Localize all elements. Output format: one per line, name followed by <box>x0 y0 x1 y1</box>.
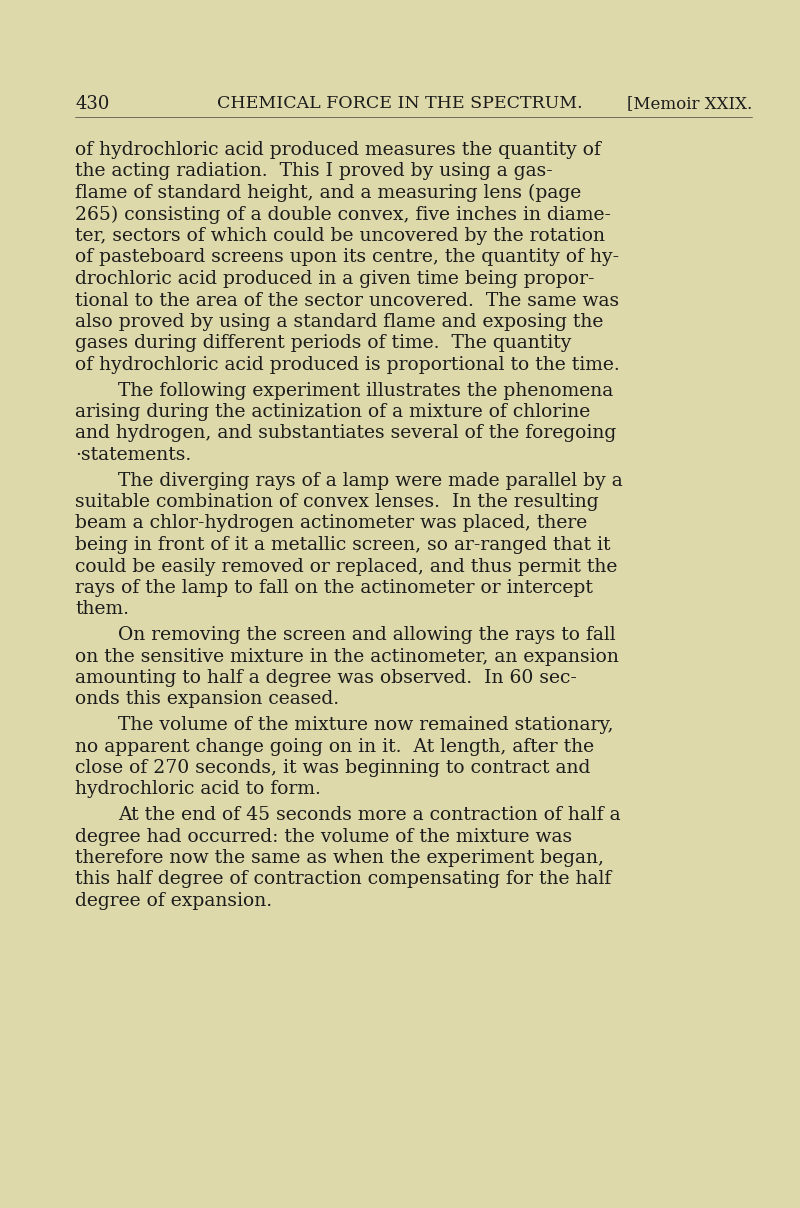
Text: The following experiment illustrates the phenomena: The following experiment illustrates the… <box>118 382 614 400</box>
Text: amounting to half a degree was observed.  In 60 sec-: amounting to half a degree was observed.… <box>75 669 577 687</box>
Text: drochloric acid produced in a given time being propor-: drochloric acid produced in a given time… <box>75 271 594 288</box>
Text: therefore now the same as when the experiment began,: therefore now the same as when the exper… <box>75 849 604 867</box>
Text: no apparent change going on in it.  At length, after the: no apparent change going on in it. At le… <box>75 738 594 755</box>
Text: could be easily removed or replaced, and thus permit the: could be easily removed or replaced, and… <box>75 558 618 575</box>
Text: and hydrogen, and substantiates several of the foregoing: and hydrogen, and substantiates several … <box>75 424 616 442</box>
Text: close of 270 seconds, it was beginning to contract and: close of 270 seconds, it was beginning t… <box>75 759 590 777</box>
Text: The diverging rays of a lamp were made parallel by a: The diverging rays of a lamp were made p… <box>118 471 622 489</box>
Text: of hydrochloric acid produced measures the quantity of: of hydrochloric acid produced measures t… <box>75 141 601 159</box>
Text: gases during different periods of time.  The quantity: gases during different periods of time. … <box>75 335 571 353</box>
Text: this half degree of contraction compensating for the half: this half degree of contraction compensa… <box>75 871 611 889</box>
Text: rays of the lamp to fall on the actinometer or intercept: rays of the lamp to fall on the actinome… <box>75 579 593 597</box>
Text: the acting radiation.  This I proved by using a gas-: the acting radiation. This I proved by u… <box>75 163 553 180</box>
Text: ·statements.: ·statements. <box>75 446 191 464</box>
Text: arising during the actinization of a mixture of chlorine: arising during the actinization of a mix… <box>75 403 590 422</box>
Text: On removing the screen and allowing the rays to fall: On removing the screen and allowing the … <box>118 626 616 644</box>
Text: flame of standard height, and a measuring lens (page: flame of standard height, and a measurin… <box>75 184 582 202</box>
Text: suitable combination of convex lenses.  In the resulting: suitable combination of convex lenses. I… <box>75 493 598 511</box>
Text: on the sensitive mixture in the actinometer, an expansion: on the sensitive mixture in the actinome… <box>75 647 619 666</box>
Text: ter, sectors of which could be uncovered by the rotation: ter, sectors of which could be uncovered… <box>75 227 605 245</box>
Text: of hydrochloric acid produced is proportional to the time.: of hydrochloric acid produced is proport… <box>75 356 620 374</box>
Text: At the end of 45 seconds more a contraction of half a: At the end of 45 seconds more a contract… <box>118 806 621 824</box>
Text: them.: them. <box>75 600 129 618</box>
Text: CHEMICAL FORCE IN THE SPECTRUM.: CHEMICAL FORCE IN THE SPECTRUM. <box>217 95 583 112</box>
Text: 265) consisting of a double convex, five inches in diame-: 265) consisting of a double convex, five… <box>75 205 611 223</box>
Text: degree of expansion.: degree of expansion. <box>75 892 272 910</box>
Text: being in front of it a metallic screen, so ar-ranged that it: being in front of it a metallic screen, … <box>75 536 610 554</box>
Text: [Memoir XXIX.: [Memoir XXIX. <box>626 95 752 112</box>
Text: also proved by using a standard flame and exposing the: also proved by using a standard flame an… <box>75 313 603 331</box>
Text: degree had occurred: the volume of the mixture was: degree had occurred: the volume of the m… <box>75 827 572 846</box>
Text: beam a chlor-hydrogen actinometer was placed, there: beam a chlor-hydrogen actinometer was pl… <box>75 515 587 533</box>
Text: tional to the area of the sector uncovered.  The same was: tional to the area of the sector uncover… <box>75 291 619 309</box>
Text: 430: 430 <box>75 95 110 114</box>
Text: hydrochloric acid to form.: hydrochloric acid to form. <box>75 780 321 798</box>
Text: of pasteboard screens upon its centre, the quantity of hy-: of pasteboard screens upon its centre, t… <box>75 249 619 267</box>
Text: onds this expansion ceased.: onds this expansion ceased. <box>75 691 339 709</box>
Text: The volume of the mixture now remained stationary,: The volume of the mixture now remained s… <box>118 716 614 734</box>
